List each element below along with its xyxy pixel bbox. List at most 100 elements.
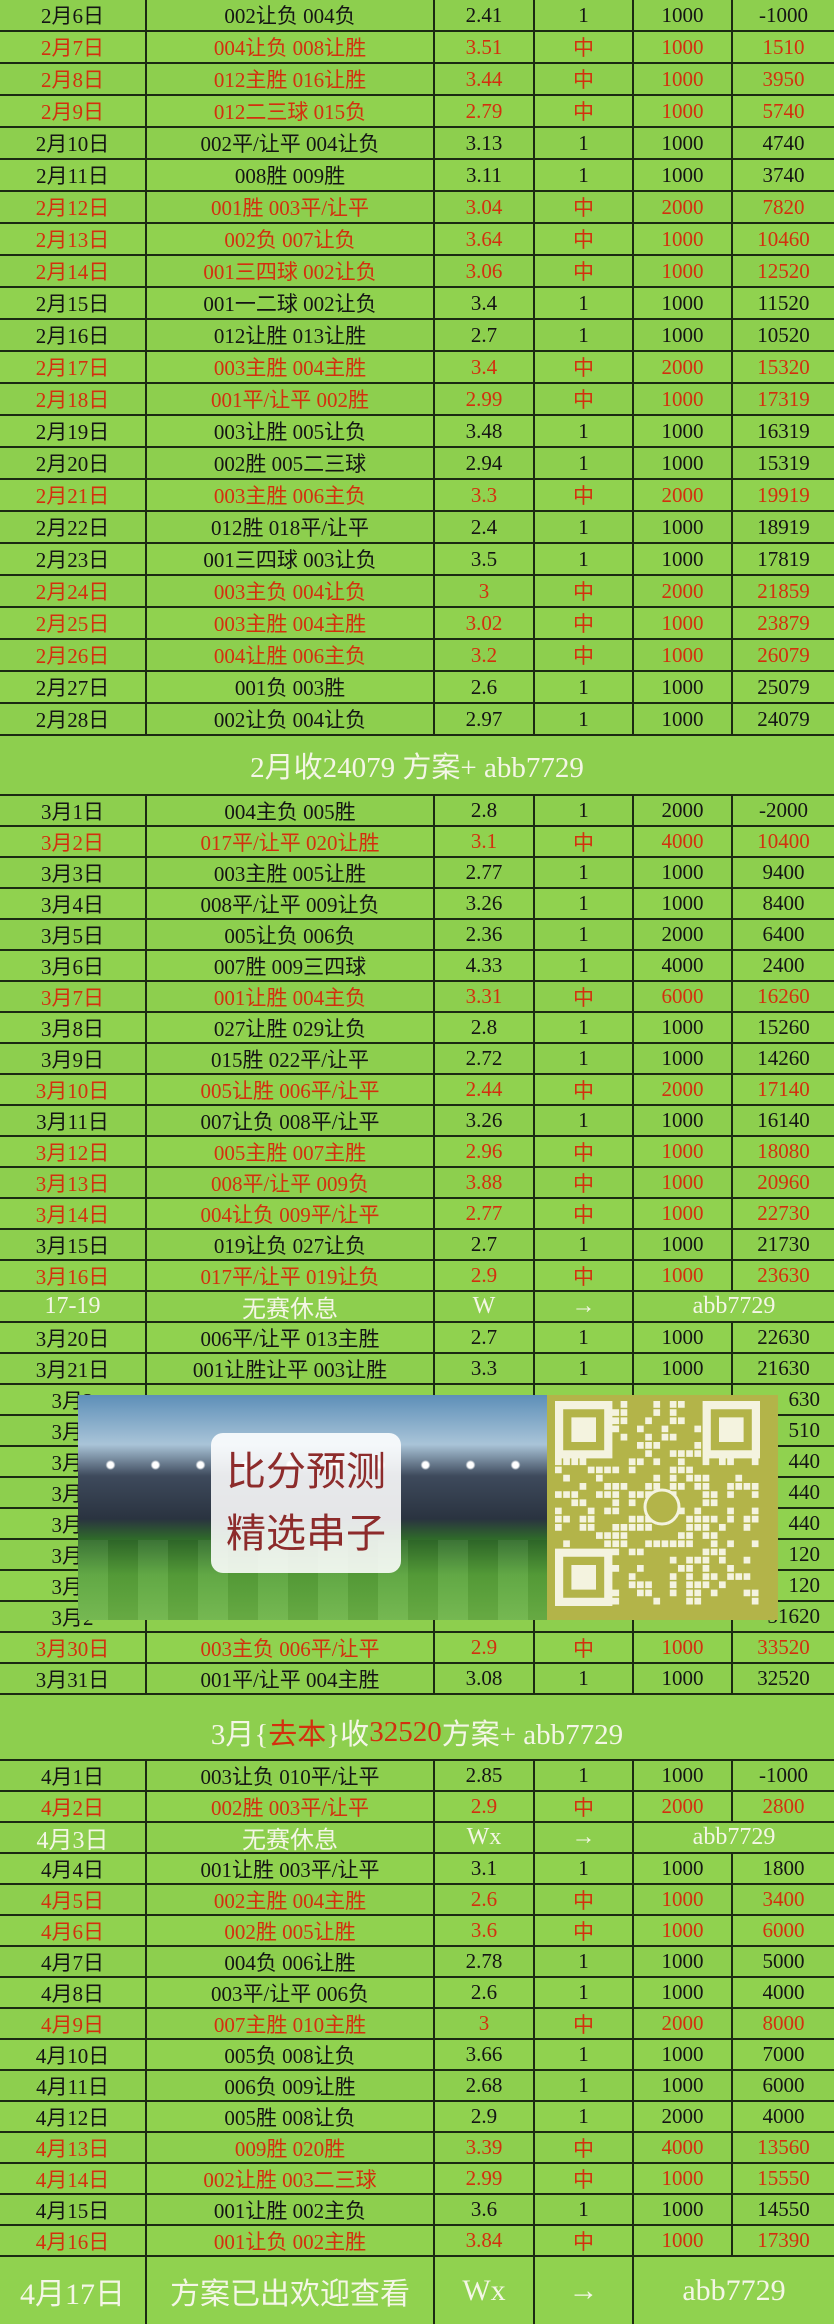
stake-cell: 4000 bbox=[634, 2133, 733, 2162]
date-cell: 2月8日 bbox=[0, 64, 147, 94]
result-cell: 1 bbox=[535, 1323, 634, 1352]
table-row: 4月9日 007主胜 010主胜 3 中 2000 8000 bbox=[0, 2009, 834, 2040]
stake-cell: 2000 bbox=[634, 192, 733, 222]
date-cell: 4月16日 bbox=[0, 2226, 147, 2255]
stake-cell: 1000 bbox=[634, 640, 733, 670]
table-row: 3月14日 004让负 009平/让平 2.77 中 1000 22730 bbox=[0, 1199, 834, 1230]
balance-cell: 23879 bbox=[757, 610, 810, 635]
table-row: 2月19日 003让胜 005让负 3.48 1 1000 16319 bbox=[0, 416, 834, 448]
stake-cell: 1000 bbox=[634, 1761, 733, 1790]
balance-cell: 440 bbox=[788, 1511, 821, 1535]
wx-cell: W bbox=[435, 1292, 535, 1321]
result-cell: 1 bbox=[535, 889, 634, 918]
odds-cell: 2.7 bbox=[435, 1230, 535, 1259]
result-cell: 1 bbox=[535, 160, 634, 190]
table-row: 4月12日 005胜 008让负 2.9 1 2000 4000 bbox=[0, 2102, 834, 2133]
odds-cell: 3.44 bbox=[435, 64, 535, 94]
balance-cell: 20960 bbox=[757, 1170, 810, 1194]
result-cell: 1 bbox=[535, 2102, 634, 2131]
picks-cell: 001负 003胜 bbox=[147, 672, 435, 702]
odds-cell: 2.8 bbox=[435, 1013, 535, 1042]
picks-cell: 008平/让平 009负 bbox=[147, 1168, 435, 1197]
balance-cell: 21630 bbox=[757, 1356, 810, 1380]
odds-cell: 3.66 bbox=[435, 2040, 535, 2069]
final-date: 4月17日 bbox=[0, 2257, 147, 2324]
balance-cell: 9400 bbox=[762, 860, 805, 884]
result-cell: 1 bbox=[535, 1978, 634, 2007]
odds-cell: 2.9 bbox=[435, 2102, 535, 2131]
stake-cell: 2000 bbox=[634, 352, 733, 382]
date-cell: 2月22日 bbox=[0, 512, 147, 542]
odds-cell: 2.44 bbox=[435, 1075, 535, 1104]
rest-note-cell: 无赛休息 bbox=[147, 1292, 435, 1321]
stake-cell: 1000 bbox=[634, 2071, 733, 2100]
picks-cell: 002主胜 004主胜 bbox=[147, 1885, 435, 1914]
picks-cell: 001平/让平 002胜 bbox=[147, 384, 435, 414]
balance-cell: 5000 bbox=[762, 1949, 805, 1973]
picks-cell: 004主负 005胜 bbox=[147, 796, 435, 825]
date-cell: 2月12日 bbox=[0, 192, 147, 222]
stake-cell: 2000 bbox=[634, 2009, 733, 2038]
date-cell: 2月20日 bbox=[0, 448, 147, 478]
balance-cell: 14550 bbox=[757, 2197, 810, 2221]
picks-cell: 012让胜 013让胜 bbox=[147, 320, 435, 350]
table-row: 2月15日 001一二球 002让负 3.4 1 1000 11520 bbox=[0, 288, 834, 320]
picks-cell: 001让胜让平 003让胜 bbox=[147, 1354, 435, 1383]
table-row: 2月27日 001负 003胜 2.6 1 1000 25079 bbox=[0, 672, 834, 704]
balance-cell: 17819 bbox=[757, 546, 810, 571]
table-row: 3月4日 008平/让平 009让负 3.26 1 1000 8400 bbox=[0, 889, 834, 920]
table-row: 2月21日 003主胜 006主负 3.3 中 2000 19919 bbox=[0, 480, 834, 512]
final-message: 方案已出欢迎查看 bbox=[147, 2257, 435, 2324]
date-cell: 2月26日 bbox=[0, 640, 147, 670]
stake-cell: 1000 bbox=[634, 2164, 733, 2193]
picks-cell: 002平/让平 004让负 bbox=[147, 128, 435, 158]
result-cell: 中 bbox=[535, 1792, 634, 1821]
stake-cell: 1000 bbox=[634, 160, 733, 190]
final-wx: Wx bbox=[435, 2257, 535, 2324]
arrow-cell: → bbox=[535, 1823, 634, 1852]
qr-code-pattern bbox=[555, 1401, 760, 1606]
table-row: 3月5日 005让负 006负 2.36 1 2000 6400 bbox=[0, 920, 834, 951]
stake-cell: 1000 bbox=[634, 32, 733, 62]
result-cell: 1 bbox=[535, 2195, 634, 2224]
odds-cell: 3.5 bbox=[435, 544, 535, 574]
odds-cell: 3.48 bbox=[435, 416, 535, 446]
picks-cell: 003让胜 005让负 bbox=[147, 416, 435, 446]
table-row: 2月13日 002负 007让负 3.64 中 1000 10460 bbox=[0, 224, 834, 256]
odds-cell: 3.6 bbox=[435, 1916, 535, 1945]
date-cell: 3月13日 bbox=[0, 1168, 147, 1197]
table-row: 4月15日 001让胜 002主负 3.6 1 1000 14550 bbox=[0, 2195, 834, 2226]
balance-cell: 5740 bbox=[762, 98, 805, 123]
promo-text-box: 比分预测 精选串子 bbox=[211, 1433, 401, 1573]
date-cell: 2月25日 bbox=[0, 608, 147, 638]
table-row: 4月14日 002让胜 003二三球 2.99 中 1000 15550 bbox=[0, 2164, 834, 2195]
balance-cell: -2000 bbox=[759, 798, 808, 822]
result-cell: 中 bbox=[535, 640, 634, 670]
date-cell: 4月15日 bbox=[0, 2195, 147, 2224]
result-cell: 中 bbox=[535, 64, 634, 94]
table-row: 2月23日 001三四球 003让负 3.5 1 1000 17819 bbox=[0, 544, 834, 576]
picks-cell: 003平/让平 006负 bbox=[147, 1978, 435, 2007]
table-row: 2月26日 004让胜 006主负 3.2 中 1000 26079 bbox=[0, 640, 834, 672]
balance-cell: 22630 bbox=[757, 1325, 810, 1349]
odds-cell: 3.3 bbox=[435, 1354, 535, 1383]
table-row: 3月31日 001平/让平 004主胜 3.08 1 1000 32520 bbox=[0, 1664, 834, 1695]
result-cell: 中 bbox=[535, 1199, 634, 1228]
odds-cell: 2.94 bbox=[435, 448, 535, 478]
odds-cell: 4.33 bbox=[435, 951, 535, 980]
table-row: 2月28日 002让负 004让负 2.97 1 1000 24079 bbox=[0, 704, 834, 736]
date-cell: 2月14日 bbox=[0, 256, 147, 286]
balance-cell: 24079 bbox=[757, 706, 810, 731]
balance-cell: 21730 bbox=[757, 1232, 810, 1256]
date-cell: 17-19 bbox=[0, 1292, 147, 1321]
date-cell: 3月16日 bbox=[0, 1261, 147, 1290]
result-cell: 中 bbox=[535, 2226, 634, 2255]
picks-cell: 001让胜 004主负 bbox=[147, 982, 435, 1011]
odds-cell: 3.4 bbox=[435, 288, 535, 318]
stake-cell: 1000 bbox=[634, 1137, 733, 1166]
date-cell: 4月3日 bbox=[0, 1823, 147, 1852]
odds-cell: 2.41 bbox=[435, 0, 535, 30]
stake-cell: 1000 bbox=[634, 2195, 733, 2224]
date-cell: 4月8日 bbox=[0, 1978, 147, 2007]
result-cell: 1 bbox=[535, 920, 634, 949]
